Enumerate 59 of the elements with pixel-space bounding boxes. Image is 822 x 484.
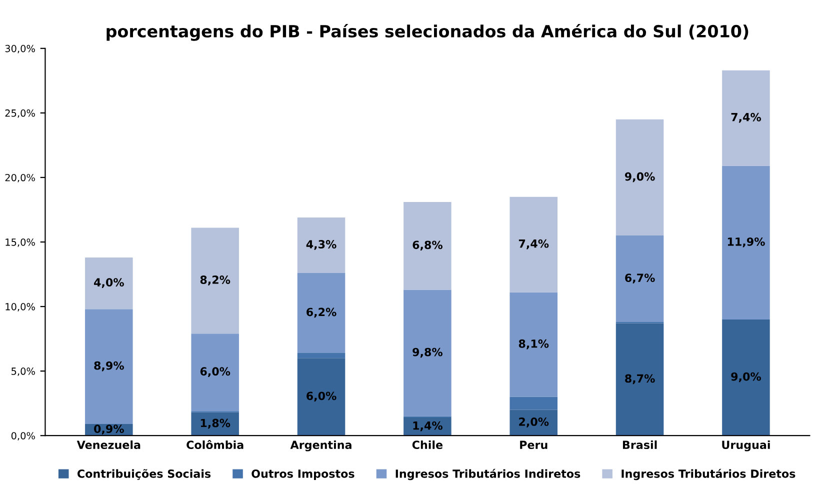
data-label: 6,0% bbox=[306, 392, 336, 402]
data-label: 9,0% bbox=[624, 172, 655, 182]
data-label: 11,9% bbox=[728, 237, 765, 248]
x-tick-label: Argentina bbox=[290, 440, 352, 452]
data-label: 0,9% bbox=[94, 424, 124, 434]
bar bbox=[510, 196, 558, 292]
bar bbox=[297, 358, 346, 436]
data-label: 1,4% bbox=[413, 421, 442, 432]
data-label: 6,2% bbox=[306, 308, 336, 318]
x-tick-label: Brasil bbox=[622, 440, 657, 450]
x-tick-label: Venezuela bbox=[76, 440, 140, 450]
data-label: 4,0% bbox=[94, 278, 124, 288]
y-tick-label: 10,0% bbox=[6, 303, 35, 312]
legend-label: Outros Impostos bbox=[252, 469, 354, 480]
bar bbox=[722, 166, 770, 320]
y-tick-label: 30,0% bbox=[5, 44, 35, 54]
data-label: 8,1% bbox=[518, 339, 549, 350]
bar bbox=[616, 236, 664, 322]
chart-title: porcentagens do PIB - Países selecionados da América do Sul (2010) bbox=[106, 24, 748, 41]
bar bbox=[404, 202, 452, 290]
bar bbox=[85, 257, 133, 310]
data-label: 6,7% bbox=[625, 274, 655, 284]
data-label: 2,0% bbox=[519, 418, 549, 428]
data-label: 6,8% bbox=[412, 240, 442, 251]
bar bbox=[85, 309, 133, 424]
data-label: 8,9% bbox=[94, 361, 124, 372]
data-label: 4,3% bbox=[306, 240, 336, 250]
data-label: 8,7% bbox=[625, 374, 655, 384]
bar bbox=[191, 334, 239, 412]
bar bbox=[722, 70, 770, 166]
bar bbox=[297, 217, 346, 273]
x-tick-label: Peru bbox=[520, 440, 548, 450]
legend-label: Ingresos Tributários Indiretos bbox=[396, 468, 580, 480]
data-label: 9,0% bbox=[731, 372, 762, 382]
bar bbox=[297, 352, 346, 358]
x-tick-label: Chile bbox=[412, 440, 443, 450]
data-label: 7,4% bbox=[518, 239, 549, 250]
data-label: 1,8% bbox=[200, 418, 230, 429]
bar bbox=[510, 292, 558, 397]
bar bbox=[722, 319, 770, 436]
legend-label: Contribuições Sociais bbox=[77, 469, 211, 480]
bar bbox=[297, 272, 346, 353]
x-tick-label: Uruguai bbox=[722, 440, 770, 452]
data-label: 7,4% bbox=[731, 112, 762, 123]
data-label: 6,0% bbox=[200, 367, 230, 377]
bar bbox=[191, 228, 239, 334]
bar bbox=[404, 290, 452, 416]
y-tick-label: 25,0% bbox=[5, 109, 35, 118]
y-tick-label: 15,0% bbox=[6, 238, 35, 247]
bar bbox=[616, 119, 664, 236]
bar bbox=[616, 323, 664, 436]
legend-label: Ingresos Tributários Diretos bbox=[622, 468, 796, 480]
y-tick-label: 5,0% bbox=[12, 368, 35, 376]
y-tick-label: 20,0% bbox=[5, 174, 35, 182]
bar bbox=[510, 396, 558, 410]
data-label: 8,2% bbox=[200, 276, 230, 286]
y-tick-label: 0,0% bbox=[11, 432, 35, 440]
data-label: 9,8% bbox=[412, 348, 442, 358]
x-tick-label: Colômbia bbox=[186, 440, 244, 450]
